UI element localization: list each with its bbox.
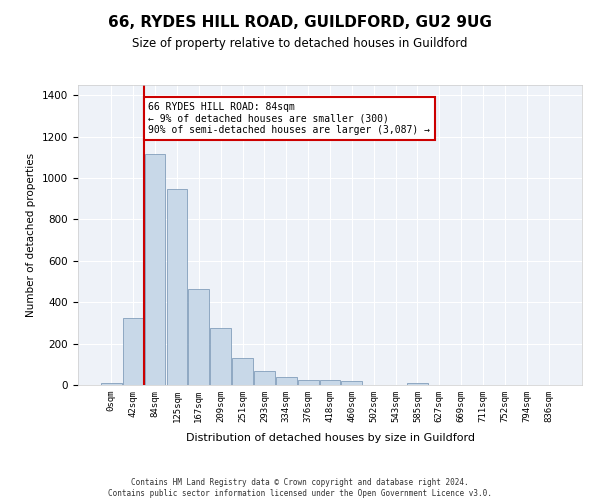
Bar	[167, 190, 187, 385]
Bar	[188, 289, 209, 385]
Text: 66, RYDES HILL ROAD, GUILDFORD, GU2 9UG: 66, RYDES HILL ROAD, GUILDFORD, GU2 9UG	[108, 15, 492, 30]
Bar	[101, 383, 122, 385]
Bar	[254, 370, 275, 385]
Text: Size of property relative to detached houses in Guildford: Size of property relative to detached ho…	[132, 38, 468, 51]
Bar	[123, 318, 143, 385]
Bar	[341, 382, 362, 385]
Bar	[276, 376, 296, 385]
Text: 66 RYDES HILL ROAD: 84sqm
← 9% of detached houses are smaller (300)
90% of semi-: 66 RYDES HILL ROAD: 84sqm ← 9% of detach…	[148, 102, 430, 135]
Bar	[298, 380, 319, 385]
Bar	[407, 383, 428, 385]
Text: Contains HM Land Registry data © Crown copyright and database right 2024.
Contai: Contains HM Land Registry data © Crown c…	[108, 478, 492, 498]
Bar	[210, 328, 231, 385]
Bar	[232, 358, 253, 385]
Bar	[320, 380, 340, 385]
Bar	[145, 154, 166, 385]
X-axis label: Distribution of detached houses by size in Guildford: Distribution of detached houses by size …	[185, 433, 475, 443]
Y-axis label: Number of detached properties: Number of detached properties	[26, 153, 37, 317]
